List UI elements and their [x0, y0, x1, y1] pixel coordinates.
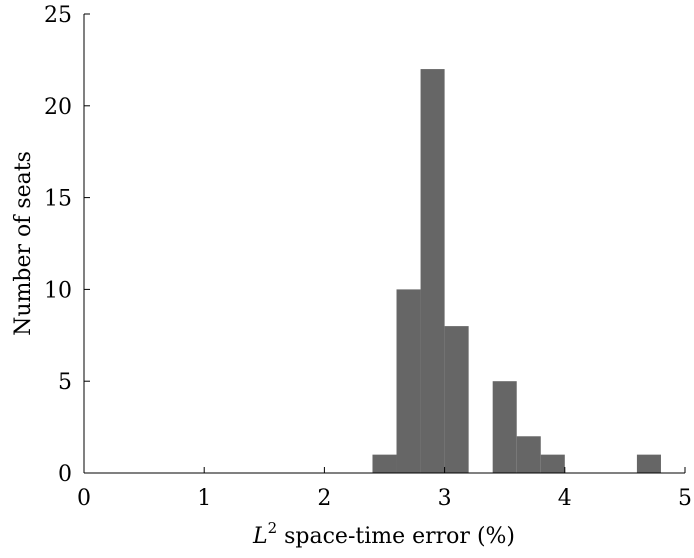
- x-tick-label: 2: [317, 486, 331, 511]
- histogram-bar-5: [516, 436, 541, 473]
- y-tick-label: 0: [58, 462, 72, 487]
- x-axis-title-rest: space-time error (%): [277, 524, 515, 549]
- y-axis-title: Number of seats: [11, 151, 36, 336]
- x-tick-label: 3: [438, 486, 452, 511]
- x-tick-label: 4: [558, 486, 572, 511]
- histogram-bar-1: [396, 289, 421, 473]
- y-tick-label: 10: [44, 278, 72, 303]
- bars-group: [372, 69, 661, 473]
- x-tick-label: 5: [678, 486, 692, 511]
- x-axis-title-superscript: 2: [268, 519, 278, 537]
- y-tick-label: 25: [44, 3, 72, 28]
- x-tick-label: 1: [197, 486, 211, 511]
- histogram-bar-2: [420, 69, 445, 473]
- histogram-bar-3: [444, 326, 469, 473]
- histogram-bar-7: [636, 454, 661, 473]
- x-axis-title-main: L: [252, 524, 268, 549]
- y-tick-label: 5: [58, 370, 72, 395]
- axes-group: 0 1 2 3 4 5 0 5 10 15 20 25: [44, 3, 692, 511]
- x-tick-label: 0: [77, 486, 91, 511]
- histogram-bar-4: [492, 381, 517, 473]
- y-tick-label: 15: [44, 187, 72, 212]
- y-tick-label: 20: [44, 95, 72, 120]
- histogram-bar-6: [540, 454, 565, 473]
- histogram-bar-0: [372, 454, 397, 473]
- x-axis-title: L2 space-time error (%): [252, 519, 515, 549]
